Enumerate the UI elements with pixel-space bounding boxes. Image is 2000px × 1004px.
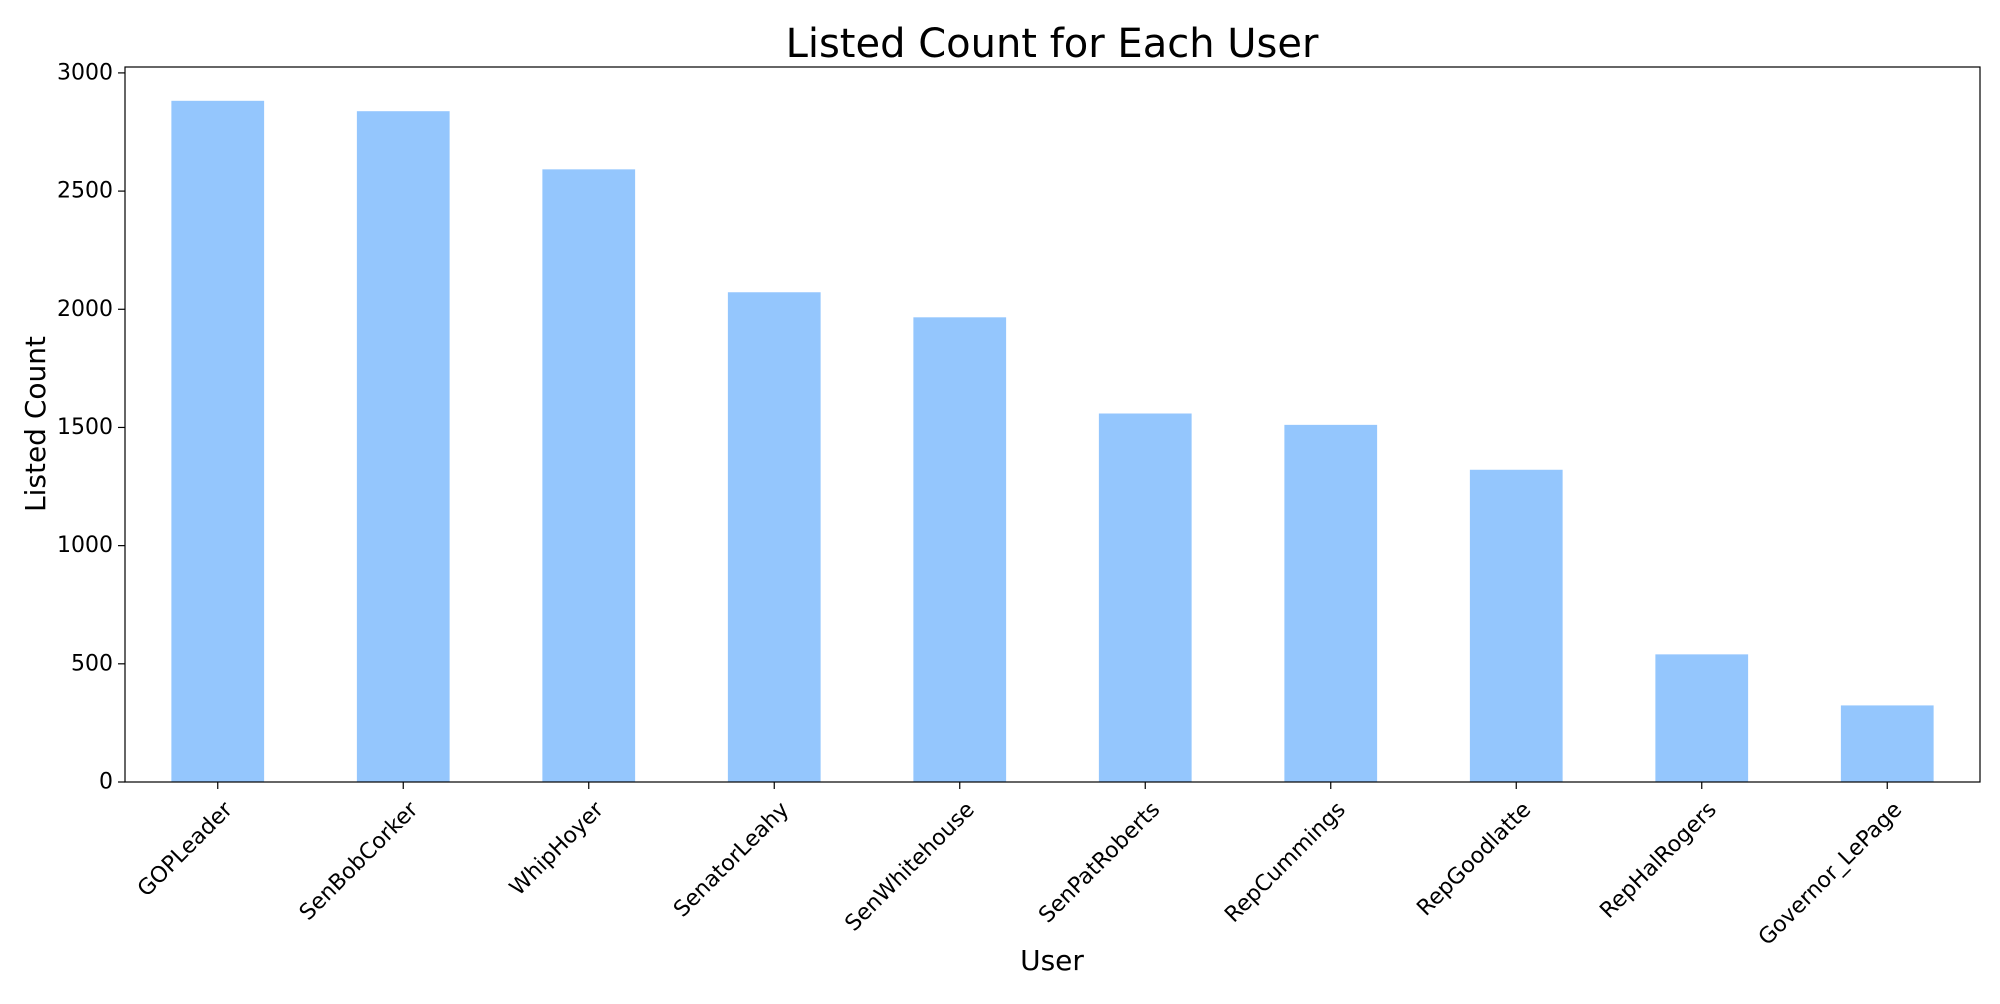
bar-senpatroberts	[1098, 413, 1192, 782]
bar-senwhitehouse	[913, 317, 1007, 782]
x-tick-label: SenPatRoberts	[1034, 797, 1165, 928]
bar-rephalrogers	[1655, 654, 1749, 782]
y-tick-label: 3000	[57, 60, 113, 85]
x-tick-label: RepGoodlatte	[1412, 797, 1536, 921]
x-tick-label: SenWhitehouse	[841, 797, 980, 936]
bar-repcummings	[1284, 424, 1378, 782]
y-tick-label: 2500	[57, 179, 113, 204]
x-tick-label: RepCummings	[1220, 797, 1350, 927]
bar-repgoodlatte	[1469, 469, 1563, 782]
x-axis-label: User	[1020, 944, 1084, 977]
x-tick-label: SenBobCorker	[295, 797, 424, 926]
y-axis: 0 500 1000 1500 2000 2500 3000	[57, 60, 125, 795]
y-tick-label: 500	[71, 651, 113, 676]
y-tick-label: 2000	[57, 297, 113, 322]
x-axis: GOPLeader SenBobCorker WhipHoyer SenatorLea…	[133, 782, 1907, 951]
bar-whiphoyer	[542, 169, 636, 782]
bar-senatorleahy	[727, 292, 821, 782]
x-tick-label: WhipHoyer	[505, 797, 609, 901]
y-tick-label: 1500	[57, 415, 113, 440]
plot-frame	[124, 66, 1981, 783]
x-tick-label: Governor_LePage	[1754, 797, 1907, 950]
y-tick-label: 1000	[57, 533, 113, 558]
y-tick-label: 0	[99, 770, 113, 795]
bar-governor-lepage	[1840, 705, 1934, 782]
plot-area	[171, 100, 1934, 783]
x-tick-label: GOPLeader	[133, 797, 238, 902]
bar-senbobcorker	[356, 111, 450, 782]
y-axis-label: Listed Count	[19, 336, 52, 512]
x-tick-label: RepHalRogers	[1595, 797, 1721, 923]
chart-title: Listed Count for Each User	[786, 21, 1319, 67]
x-tick-label: SenatorLeahy	[669, 797, 794, 922]
bar-gopleader	[171, 100, 265, 783]
